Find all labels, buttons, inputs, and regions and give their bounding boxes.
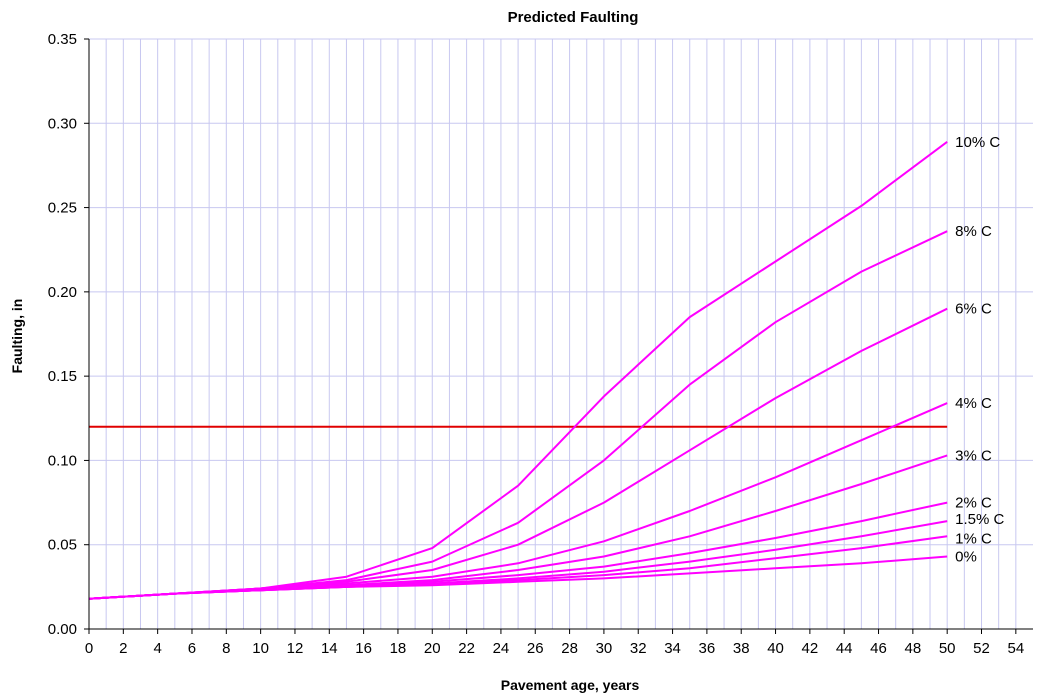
series-lines [88, 140, 948, 600]
y-tick-label: 0.35 [48, 31, 77, 48]
x-axis-title: Pavement age, years [501, 677, 640, 693]
x-tick-labels: 0 2 4 6 8 10 12 14 16 18 20 22 24 26 28 30 32 34 36 38 40 42 4… [85, 640, 1024, 657]
x-tick-label: 8 [222, 640, 230, 657]
x-tick-label: 38 [733, 640, 750, 657]
gridlines [89, 38, 1033, 629]
x-tick-label: 10 [252, 640, 269, 657]
x-tick-label: 52 [973, 640, 990, 657]
x-tick-label: 28 [561, 640, 578, 657]
x-tick-label: 42 [802, 640, 819, 657]
x-tick-label: 18 [390, 640, 407, 657]
x-tick-label: 54 [1007, 640, 1024, 657]
x-tick-label: 14 [321, 640, 338, 657]
series-label: 6% C [955, 301, 992, 318]
x-tick-label: 22 [458, 640, 475, 657]
y-tick-label: 0.10 [48, 452, 77, 469]
x-tick-label: 20 [424, 640, 441, 657]
y-tick-label: 0.15 [48, 368, 77, 385]
x-tick-label: 30 [596, 640, 613, 657]
x-tick-label: 16 [355, 640, 372, 657]
y-tick-label: 0.20 [48, 284, 77, 301]
series-labels: 10% C 8% C 6% C 4% C 3% C 2% C1.5% C 1% C 0% [955, 134, 1004, 566]
x-tick-label: 40 [767, 640, 784, 657]
x-tick-label: 26 [527, 640, 544, 657]
series-label: 2% C [955, 495, 992, 512]
x-tick-label: 4 [153, 640, 161, 657]
series-label: 0% [955, 549, 977, 566]
series-label: 4% C [955, 395, 992, 412]
x-tick-label: 34 [664, 640, 681, 657]
x-tick-label: 50 [939, 640, 956, 657]
x-tick-label: 36 [699, 640, 716, 657]
x-tick-label: 12 [287, 640, 304, 657]
y-tick-label: 0.05 [48, 537, 77, 554]
axes [84, 38, 1033, 634]
series-label: 1.5% C [955, 511, 1004, 528]
y-tick-label: 0.25 [48, 200, 77, 217]
x-tick-label: 44 [836, 640, 853, 657]
y-tick-labels: 0.00 0.05 0.10 0.15 0.20 0.25 0.30 0.35 [48, 31, 77, 638]
x-tick-label: 32 [630, 640, 647, 657]
series-label: 10% C [955, 134, 1000, 151]
series-label: 1% C [955, 530, 992, 547]
series-label: 8% C [955, 223, 992, 240]
y-tick-label: 0.00 [48, 621, 77, 638]
y-axis-title: Faulting, in [9, 299, 25, 374]
series-line [88, 402, 948, 600]
x-tick-label: 0 [85, 640, 93, 657]
x-tick-label: 6 [188, 640, 196, 657]
chart-title: Predicted Faulting [508, 9, 639, 26]
y-tick-label: 0.30 [48, 115, 77, 132]
x-tick-label: 2 [119, 640, 127, 657]
series-label: 3% C [955, 447, 992, 464]
x-tick-label: 24 [493, 640, 510, 657]
x-tick-label: 48 [905, 640, 922, 657]
x-tick-label: 46 [870, 640, 887, 657]
